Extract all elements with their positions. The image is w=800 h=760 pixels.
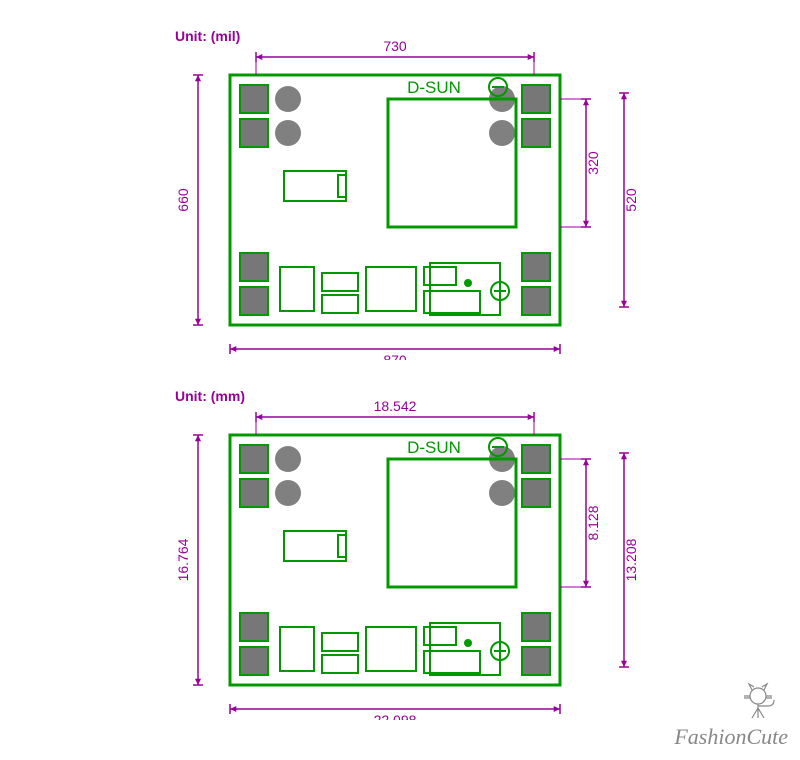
svg-text:660: 660 <box>175 188 191 212</box>
svg-text:16.764: 16.764 <box>175 538 191 581</box>
svg-text:22.098: 22.098 <box>374 712 417 720</box>
svg-text:D-SUN: D-SUN <box>407 438 461 457</box>
board-diagram-mil: 730 870 660 320 520 D-SUN <box>0 20 800 360</box>
svg-text:520: 520 <box>623 188 639 212</box>
svg-text:730: 730 <box>383 38 407 54</box>
board-diagram-mm: 18.542 22.098 16.764 8.128 13.208 D-SUN <box>0 380 800 720</box>
svg-text:D-SUN: D-SUN <box>407 78 461 97</box>
svg-text:18.542: 18.542 <box>374 398 417 414</box>
cat-icon <box>740 678 790 728</box>
svg-text:870: 870 <box>383 352 407 360</box>
svg-text:13.208: 13.208 <box>623 538 639 581</box>
svg-text:320: 320 <box>585 151 601 175</box>
svg-text:8.128: 8.128 <box>585 505 601 540</box>
